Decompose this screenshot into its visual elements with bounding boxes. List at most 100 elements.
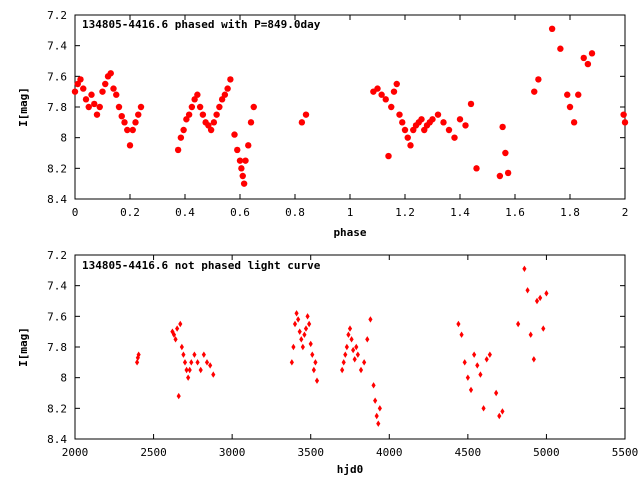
x-tick-label: 0 bbox=[72, 206, 79, 219]
y-tick-label: 7.4 bbox=[47, 280, 67, 293]
data-point bbox=[292, 320, 298, 328]
x-axis-label-unphased: hjd0 bbox=[337, 463, 364, 476]
data-points-unphased bbox=[134, 265, 549, 427]
plot-frame-unphased bbox=[74, 254, 626, 440]
data-point bbox=[531, 356, 536, 363]
data-point bbox=[82, 96, 90, 103]
data-point bbox=[504, 169, 512, 177]
data-point bbox=[184, 366, 189, 374]
data-point bbox=[118, 113, 125, 120]
x-tick-label: 3000 bbox=[219, 446, 246, 459]
data-point bbox=[289, 359, 294, 366]
x-tick-label: 2000 bbox=[62, 446, 89, 459]
data-point bbox=[224, 85, 231, 92]
data-point bbox=[374, 85, 381, 92]
x-tick-label: 4500 bbox=[455, 446, 482, 459]
x-tick-label: 2 bbox=[622, 206, 629, 219]
x-tick-labels-unphased: 2000 2500 3000 3500 4000 4500 5000 5500 bbox=[62, 446, 639, 459]
data-point bbox=[343, 351, 348, 358]
y-tick-labels-unphased: 7.2 7.4 7.6 7.8 8 8.2 8.4 bbox=[47, 249, 67, 446]
data-point bbox=[468, 386, 474, 394]
data-point bbox=[502, 149, 509, 157]
data-point bbox=[171, 331, 177, 338]
data-point bbox=[218, 96, 226, 103]
data-point bbox=[245, 142, 252, 149]
data-point bbox=[239, 172, 246, 180]
chart-phased: 7.2 7.4 7.6 7.8 8 8.2 8.4 0 0.2 0.4 0.6 0.8 1 1.2 1.4… bbox=[17, 9, 628, 239]
data-point bbox=[390, 88, 398, 95]
data-point bbox=[136, 351, 141, 358]
data-point bbox=[176, 392, 181, 400]
data-point bbox=[204, 359, 210, 366]
data-point bbox=[96, 103, 103, 111]
data-point bbox=[195, 359, 200, 366]
data-point bbox=[187, 366, 192, 374]
data-point bbox=[620, 111, 627, 118]
data-point bbox=[358, 366, 364, 374]
data-point bbox=[174, 146, 182, 154]
data-point bbox=[93, 111, 101, 118]
data-point bbox=[102, 80, 109, 88]
data-point bbox=[445, 126, 453, 134]
data-point bbox=[183, 116, 190, 123]
data-point bbox=[473, 165, 480, 172]
data-point bbox=[296, 316, 301, 323]
data-point bbox=[238, 165, 245, 172]
data-point bbox=[213, 111, 220, 118]
data-point bbox=[346, 331, 351, 338]
data-point bbox=[302, 331, 307, 338]
data-point bbox=[373, 397, 378, 404]
data-point bbox=[126, 142, 134, 149]
data-point bbox=[362, 359, 367, 366]
data-point bbox=[535, 76, 542, 83]
y-axis-label-unphased: I[mag] bbox=[17, 327, 30, 367]
data-point bbox=[557, 45, 564, 52]
chart-title-phased: 134805-4416.6 phased with P=849.0day bbox=[82, 18, 321, 31]
data-point bbox=[522, 265, 527, 272]
chart-unphased: 7.2 7.4 7.6 7.8 8 8.2 8.4 2000 2500 3000 3500 4000… bbox=[17, 249, 638, 476]
data-point bbox=[188, 103, 196, 111]
data-point bbox=[575, 91, 582, 98]
data-point bbox=[496, 172, 504, 180]
data-point bbox=[382, 96, 389, 103]
data-point bbox=[516, 320, 521, 328]
data-point bbox=[472, 351, 477, 358]
data-point bbox=[528, 331, 533, 338]
data-point bbox=[134, 359, 140, 366]
data-point bbox=[207, 126, 215, 134]
data-point bbox=[467, 100, 475, 108]
data-point bbox=[564, 91, 571, 98]
x-tick-label: 5000 bbox=[533, 446, 560, 459]
data-point bbox=[548, 25, 556, 32]
data-point bbox=[135, 354, 140, 361]
data-point bbox=[302, 111, 310, 118]
data-point bbox=[388, 103, 395, 111]
data-point bbox=[177, 134, 185, 141]
data-point bbox=[434, 111, 442, 118]
data-point bbox=[621, 119, 629, 126]
data-point bbox=[456, 116, 464, 123]
data-point bbox=[344, 343, 349, 351]
data-point bbox=[192, 351, 197, 358]
data-point bbox=[242, 157, 249, 164]
plot-frame-phased bbox=[74, 14, 626, 200]
x-tick-label: 0.6 bbox=[230, 206, 250, 219]
y-tick-label: 7.8 bbox=[47, 101, 67, 114]
data-point bbox=[475, 362, 480, 369]
data-point bbox=[208, 362, 213, 369]
data-point bbox=[349, 336, 354, 343]
data-point bbox=[297, 328, 302, 335]
data-point bbox=[185, 111, 193, 118]
data-point bbox=[71, 88, 79, 95]
x-tick-labels-phased: 0 0.2 0.4 0.6 0.8 1 1.2 1.4 1.6 1.8 2 bbox=[72, 206, 629, 219]
data-point bbox=[205, 122, 212, 129]
data-point bbox=[570, 119, 578, 126]
x-tick-label: 0.4 bbox=[175, 206, 195, 219]
data-point bbox=[179, 343, 184, 351]
data-point bbox=[300, 343, 305, 351]
data-point bbox=[124, 126, 131, 134]
data-point bbox=[525, 287, 530, 294]
data-point bbox=[308, 340, 313, 348]
data-point bbox=[221, 91, 229, 98]
data-point bbox=[541, 325, 546, 332]
